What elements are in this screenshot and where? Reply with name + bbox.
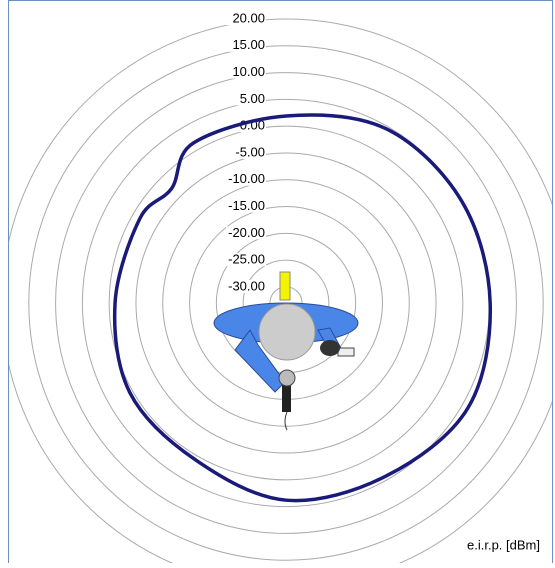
tick-label-bg: [226, 253, 266, 267]
tick-label-bg: [226, 226, 266, 240]
r-tick-label: -20.00: [228, 225, 265, 240]
tick-label-bg: [226, 279, 266, 293]
r-tick-label: 10.00: [232, 64, 265, 79]
r-tick-label: 5.00: [240, 91, 265, 106]
grid-ring: [28, 45, 544, 561]
pattern-line: [112, 113, 493, 503]
tick-label-bg: [226, 172, 266, 186]
r-tick-label: 15.00: [232, 37, 265, 52]
tick-label-bg: [226, 38, 266, 52]
grid-ring: [108, 125, 464, 481]
tick-label-bg: [226, 119, 266, 133]
tick-label-bg: [226, 199, 266, 213]
tick-label-bg: [226, 145, 266, 159]
grid-ring: [9, 18, 552, 563]
r-tick-label: -15.00: [228, 198, 265, 213]
r-tick-label: -5.00: [235, 144, 265, 159]
tick-label-bg: [226, 92, 266, 106]
r-tick-label: -25.00: [228, 252, 265, 267]
caption: e.i.r.p. [dBm]: [467, 537, 540, 552]
person-illustration: [213, 271, 359, 431]
r-tick-label: -30.00: [228, 278, 265, 293]
tick-label-bg: [226, 12, 266, 25]
r-tick-label: -10.00: [228, 171, 265, 186]
r-tick-label: 20.00: [232, 10, 265, 25]
grid-ring: [135, 152, 437, 454]
tick-label-bg: [226, 65, 266, 79]
grid-ring: [55, 72, 517, 534]
